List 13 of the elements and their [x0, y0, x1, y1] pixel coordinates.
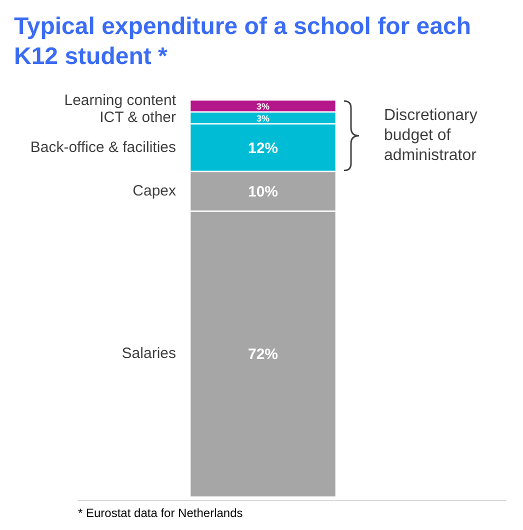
series-label: Back-office & facilities [30, 138, 176, 156]
series-label: ICT & other [100, 109, 176, 126]
series-label: Capex [132, 182, 176, 200]
chart-title: Typical expenditure of a school for each K12 student * [14, 12, 472, 72]
text: * Eurostat data for Netherlands [78, 500, 506, 520]
data-label: 10% [248, 183, 278, 200]
data-label: 72% [248, 346, 278, 364]
series-label: Salaries [122, 345, 176, 362]
data-label: 3% [256, 101, 270, 112]
data-label: 3% [256, 113, 270, 124]
data-label: 12% [248, 140, 278, 157]
text: Discretionary budget of administrator [384, 106, 478, 166]
series-label: Learning content [64, 92, 177, 110]
